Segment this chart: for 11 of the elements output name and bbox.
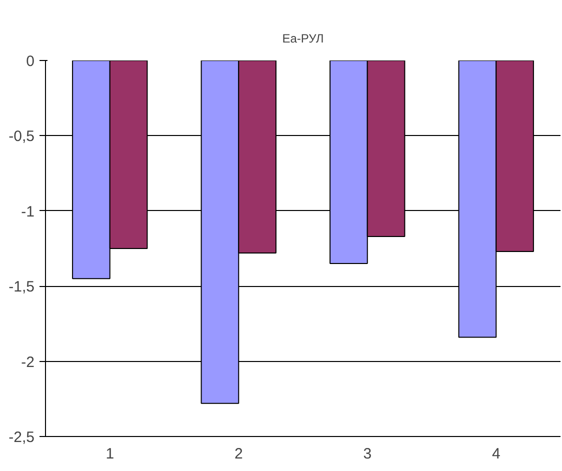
x-tick-label: 4 [492,446,500,462]
chart-title: Еа-РУЛ [282,32,324,46]
y-tick-label: -2 [21,354,35,371]
y-tick-label: -2,5 [8,429,35,446]
y-tick-label: -1,5 [8,278,35,296]
y-tick-label: -0,5 [8,128,35,146]
x-tick-label: 1 [106,446,114,462]
x-tick-label: 3 [363,446,372,462]
y-tick-label: -1 [21,203,35,220]
x-tick-label: 2 [234,446,243,462]
y-tick-label: 0 [26,53,34,70]
